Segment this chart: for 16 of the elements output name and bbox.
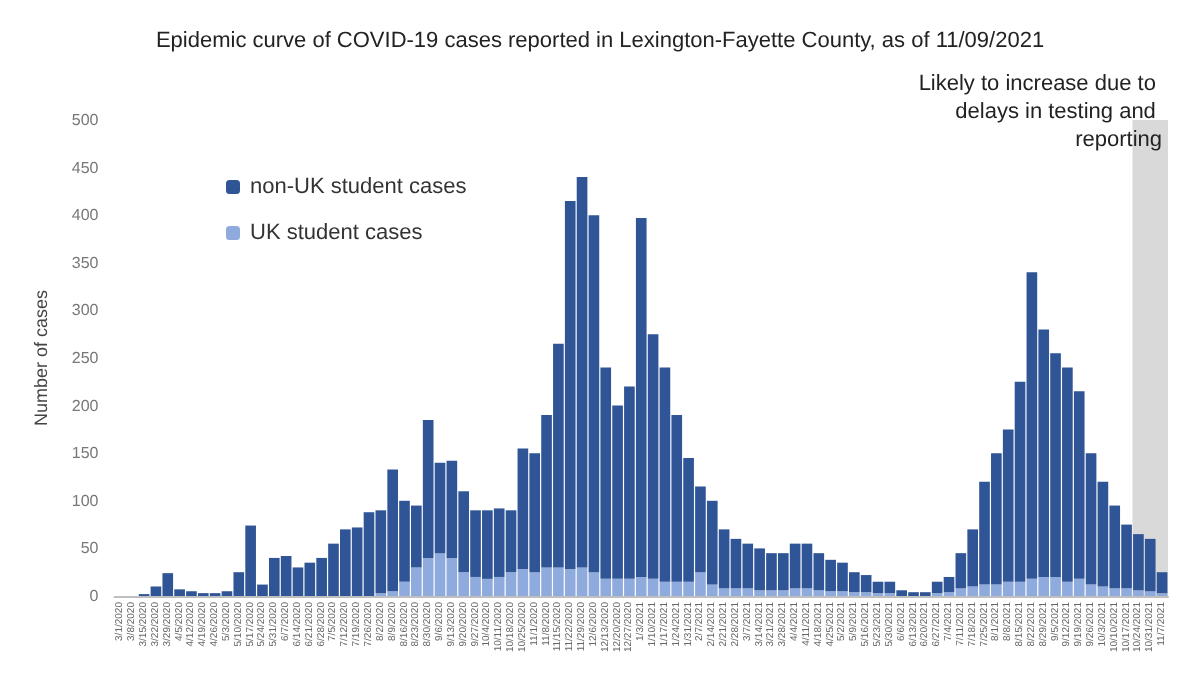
y-tick-label: 100	[71, 491, 100, 510]
chart-title: Epidemic curve of COVID-19 cases reported in Lexington-Fayette County, as of 11/09/2021	[155, 29, 1045, 53]
y-tick-label: 400	[71, 206, 100, 225]
y-tick-label: 350	[71, 253, 100, 272]
y-tick-label: 250	[71, 349, 100, 367]
y-tick-label: 450	[71, 158, 100, 177]
legend-label: non-UK student cases	[250, 175, 468, 199]
y-tick-label: 200	[71, 396, 100, 415]
y-tick-label: 0	[89, 587, 100, 605]
band-label: Likely to increase due to delays in testing and reporting	[918, 72, 1162, 152]
y-tick-label: 150	[71, 444, 100, 463]
y-axis-title: Number of cases	[31, 288, 51, 427]
y-tick-label: 50	[80, 539, 100, 558]
y-tick-label: 500	[71, 111, 100, 129]
y-tick-label: 300	[71, 301, 100, 320]
legend-label: UK student cases	[250, 221, 424, 245]
